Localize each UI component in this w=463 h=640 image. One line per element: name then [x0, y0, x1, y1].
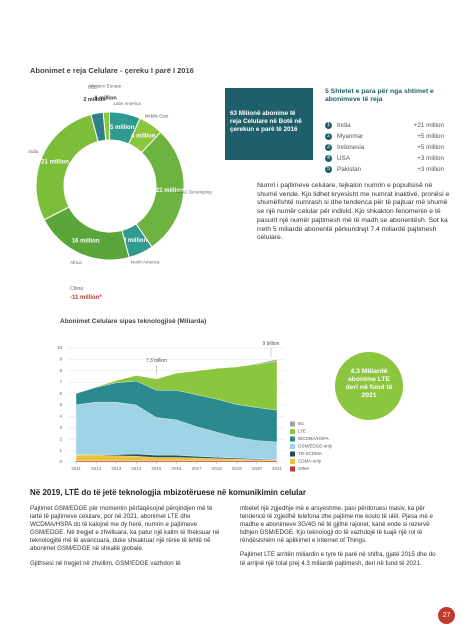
legend-label: TD-SCDMA	[298, 451, 322, 456]
x-tick-label: 2021	[272, 466, 283, 471]
heading: Në 2019, LTË do të jetë teknologjia mbiz…	[30, 488, 306, 497]
rank: 3	[325, 144, 332, 151]
legend-label: CDMA-only	[298, 459, 322, 464]
additions: +5 million	[417, 133, 444, 140]
top5-row: 1 India +21 million	[325, 120, 450, 131]
legend-label: 5G	[298, 421, 305, 426]
x-tick-label: 2020	[252, 466, 263, 471]
lte-box: 4.3 Miliardë abonime LTE deri në fund të…	[335, 352, 403, 420]
legend-swatch	[290, 429, 295, 434]
y-tick-label: 7	[59, 379, 62, 384]
y-tick-label: 3	[59, 425, 62, 430]
legend-swatch	[290, 459, 295, 464]
legend-swatch	[290, 421, 295, 427]
segment-value: 4 million	[131, 134, 156, 140]
top5-row: 3 Indonesia +5 million	[325, 142, 450, 153]
text-column: mbetet një zgjedhje më e arsyeshme, pasi…	[240, 505, 436, 574]
legend-label: GSM/EDGE-only	[298, 444, 333, 449]
area-title: Abonimet Celulare sipas teknologjisë (Mi…	[60, 318, 207, 325]
y-tick-label: 1	[59, 448, 62, 453]
segment-name: North America	[131, 259, 160, 264]
rank: 4	[325, 155, 332, 162]
additions: +3 million	[417, 155, 444, 162]
x-tick-label: 2014	[131, 466, 142, 471]
top5-list: 1 India +21 million 2 Myanmar +5 million 3 Indo…	[325, 120, 450, 175]
x-tick-label: 2015	[151, 466, 162, 471]
top5-row: 5 Pakistan +3 million	[325, 164, 450, 175]
paragraph: Numri i pajtimeve celulare, tejkalon num…	[257, 182, 450, 242]
segment-value: 1 million	[94, 96, 117, 102]
legend-swatch	[290, 466, 295, 472]
y-tick-label: 5	[59, 402, 62, 407]
x-tick-label: 2019	[232, 466, 243, 471]
annotation: 7.3 billion	[146, 358, 167, 364]
country: India	[337, 122, 351, 129]
additions: +3 million	[417, 166, 444, 173]
page-number: 27	[438, 607, 455, 624]
donut-segment	[35, 113, 99, 221]
country: USA	[337, 155, 350, 162]
note-text: -11 million*	[70, 295, 102, 301]
segment-value: 21 million	[156, 188, 184, 194]
rank: 5	[325, 166, 332, 173]
stat-box: 63 Milionë abonime të reja Celulare në B…	[225, 88, 313, 160]
area-band	[75, 359, 278, 394]
legend-label: WCDMA/HSPA	[298, 436, 329, 441]
x-tick-label: 2013	[111, 466, 122, 471]
legend-label: Other	[298, 466, 310, 471]
legend-label: LTE	[298, 429, 306, 434]
segment-value: 5 million	[110, 125, 135, 131]
segment-name: Middle East	[145, 113, 169, 118]
segment-name: India	[28, 149, 38, 154]
legend-swatch	[290, 436, 295, 442]
y-tick-label: 0	[59, 459, 62, 464]
country: Pakistan	[337, 166, 362, 173]
legend-swatch	[290, 444, 295, 449]
text-paragraph: mbetet një zgjedhje më e arsyeshme, pasi…	[240, 505, 433, 545]
rank: 1	[325, 122, 332, 129]
text-paragraph: Pajtimet LTE arritën miliardin e tyre të…	[240, 551, 436, 567]
donut-title: Abonimet e reja Celulare - çereku I parë…	[30, 66, 194, 75]
country: Myanmar	[337, 133, 364, 140]
segment-value: 21 million	[41, 159, 69, 165]
segment-name: APAC Developing	[176, 190, 212, 195]
legend-swatch	[290, 451, 295, 457]
donut-segment	[43, 206, 130, 261]
x-tick-label: 2011	[71, 466, 81, 471]
top5-row: 4 USA +3 million	[325, 153, 450, 164]
annotation: 9 billion	[262, 341, 279, 347]
text-column: Pajtimet GSM/EDGE për momentin përfaqëso…	[30, 505, 226, 574]
additions: +5 million	[417, 144, 444, 151]
y-tick-label: 2	[59, 436, 62, 441]
segment-name: Africa	[70, 260, 82, 265]
country: Indonesia	[337, 144, 365, 151]
rank: 2	[325, 133, 332, 140]
x-tick-label: 2012	[91, 466, 102, 471]
text-paragraph: Gjithsesi në tregjet në zhvillim, GSM/ED…	[30, 559, 181, 567]
segment-value: 2 million	[83, 97, 106, 103]
x-tick-label: 2017	[192, 466, 203, 471]
top5-row: 2 Myanmar +5 million	[325, 131, 450, 142]
segment-name: Latin America	[113, 101, 141, 106]
segment-value: 4 million	[123, 238, 148, 244]
segment-value: 16 million	[72, 238, 100, 244]
y-tick-label: 4	[59, 414, 62, 419]
top5-title: 5 Shtetet e para për nga shtimet e aboni…	[325, 88, 434, 103]
additions: +21 million	[413, 122, 444, 129]
y-tick-label: 10	[57, 345, 63, 350]
y-tick-label: 6	[59, 391, 62, 396]
x-tick-label: 2016	[171, 466, 182, 471]
note-name: China	[70, 286, 83, 292]
area-band	[75, 460, 278, 463]
segment-name: Western Europe	[89, 83, 122, 88]
y-tick-label: 9	[59, 357, 62, 362]
y-tick-label: 8	[59, 368, 62, 373]
segment-name: CEE	[88, 85, 97, 90]
x-tick-label: 2018	[212, 466, 223, 471]
text-paragraph: Pajtimet GSM/EDGE për momentin përfaqëso…	[30, 505, 220, 553]
